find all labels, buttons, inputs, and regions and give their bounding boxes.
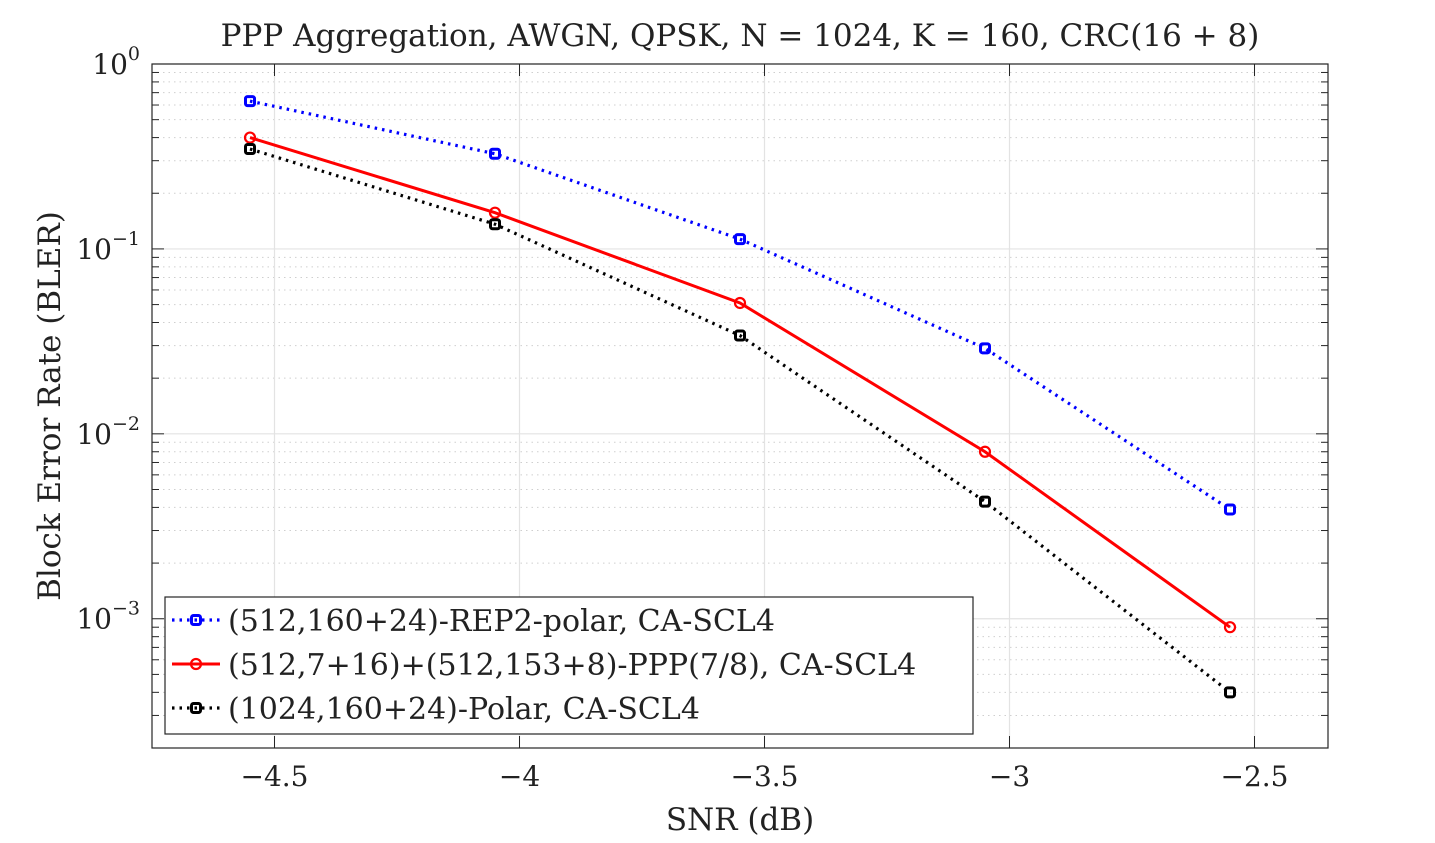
y-tick-exponent: −3 xyxy=(112,598,140,620)
data-point xyxy=(243,131,257,144)
data-point xyxy=(190,614,202,626)
data-point xyxy=(190,702,202,714)
chart-title: PPP Aggregation, AWGN, QPSK, N = 1024, K… xyxy=(221,18,1260,54)
y-tick-exponent: 0 xyxy=(128,43,140,65)
x-tick-label: −4.5 xyxy=(241,760,309,793)
legend-entry: (512,7+16)+(512,153+8)-PPP(7/8), CA-SCL4 xyxy=(228,648,916,683)
legend: (512,160+24)-REP2-polar, CA-SCL4 (512,7+1… xyxy=(164,596,974,735)
x-axis-label: SNR (dB) xyxy=(666,802,814,838)
data-point xyxy=(244,95,256,108)
y-tick-label: 10−1 xyxy=(76,228,140,266)
data-point xyxy=(734,329,746,342)
legend-entry: (512,160+24)-REP2-polar, CA-SCL4 xyxy=(228,604,775,639)
x-tick-label: −4 xyxy=(499,760,540,793)
x-tick-label: −3 xyxy=(989,760,1030,793)
data-point xyxy=(244,143,256,156)
y-axis-label: Block Error Rate (BLER) xyxy=(32,211,68,601)
data-point xyxy=(1224,503,1236,516)
data-point xyxy=(489,147,501,160)
data-point xyxy=(978,445,992,458)
x-tick-label: −2.5 xyxy=(1221,760,1289,793)
x-tick-label: −3.5 xyxy=(731,760,799,793)
data-point xyxy=(189,657,203,671)
data-point xyxy=(979,495,991,508)
axes-frame xyxy=(151,63,1329,749)
series-group xyxy=(243,95,1237,699)
data-point xyxy=(489,218,501,231)
series-line-3 xyxy=(249,147,1231,694)
y-tick-label: 100 xyxy=(92,43,140,81)
data-point xyxy=(1224,686,1236,699)
y-tick-label: 10−2 xyxy=(76,413,140,451)
y-tick-exponent: −2 xyxy=(112,413,140,435)
ticks: 100 10−1 10−2 10−3 −4.5 −4 −3.5 −3 −2.5 xyxy=(76,43,1328,793)
data-point xyxy=(488,206,502,219)
data-point xyxy=(734,233,746,246)
y-tick-label: 10−3 xyxy=(76,598,140,636)
data-point xyxy=(979,342,991,355)
y-tick-exponent: −1 xyxy=(112,228,140,250)
legend-entry: (1024,160+24)-Polar, CA-SCL4 xyxy=(228,692,700,727)
series-line-1 xyxy=(249,99,1231,511)
data-point xyxy=(1223,621,1237,634)
data-point xyxy=(733,296,747,310)
legend-box xyxy=(164,596,974,735)
series-line-2 xyxy=(249,136,1231,629)
